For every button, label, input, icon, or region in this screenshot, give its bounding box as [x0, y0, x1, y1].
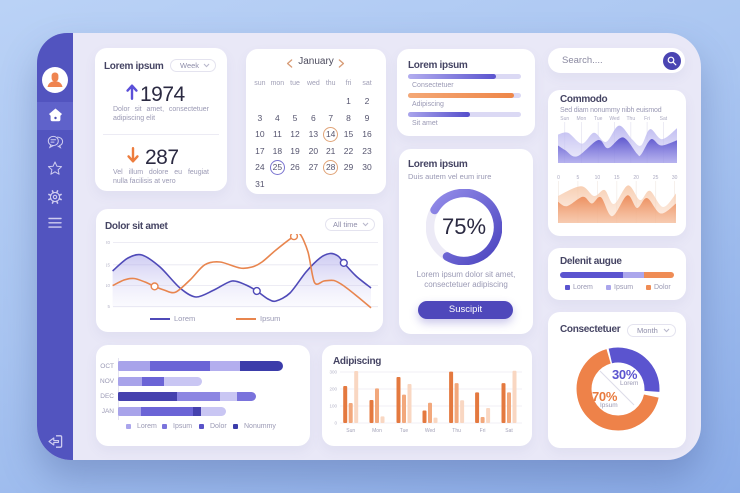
svg-text:Sun: Sun: [346, 428, 355, 434]
svg-text:Sat: Sat: [505, 428, 513, 434]
svg-text:0: 0: [334, 421, 337, 426]
svg-text:300: 300: [329, 370, 337, 375]
svg-text:Wed: Wed: [425, 428, 435, 434]
svg-text:Thu: Thu: [452, 428, 461, 434]
svg-text:5: 5: [107, 304, 110, 309]
svg-text:20: 20: [106, 240, 110, 245]
svg-text:15: 15: [106, 262, 110, 267]
svg-text:Fri: Fri: [480, 428, 486, 434]
svg-text:Mon: Mon: [372, 428, 382, 434]
svg-text:Tue: Tue: [400, 428, 409, 434]
svg-text:100: 100: [329, 404, 337, 409]
svg-text:200: 200: [329, 387, 337, 392]
svg-text:10: 10: [106, 283, 110, 288]
